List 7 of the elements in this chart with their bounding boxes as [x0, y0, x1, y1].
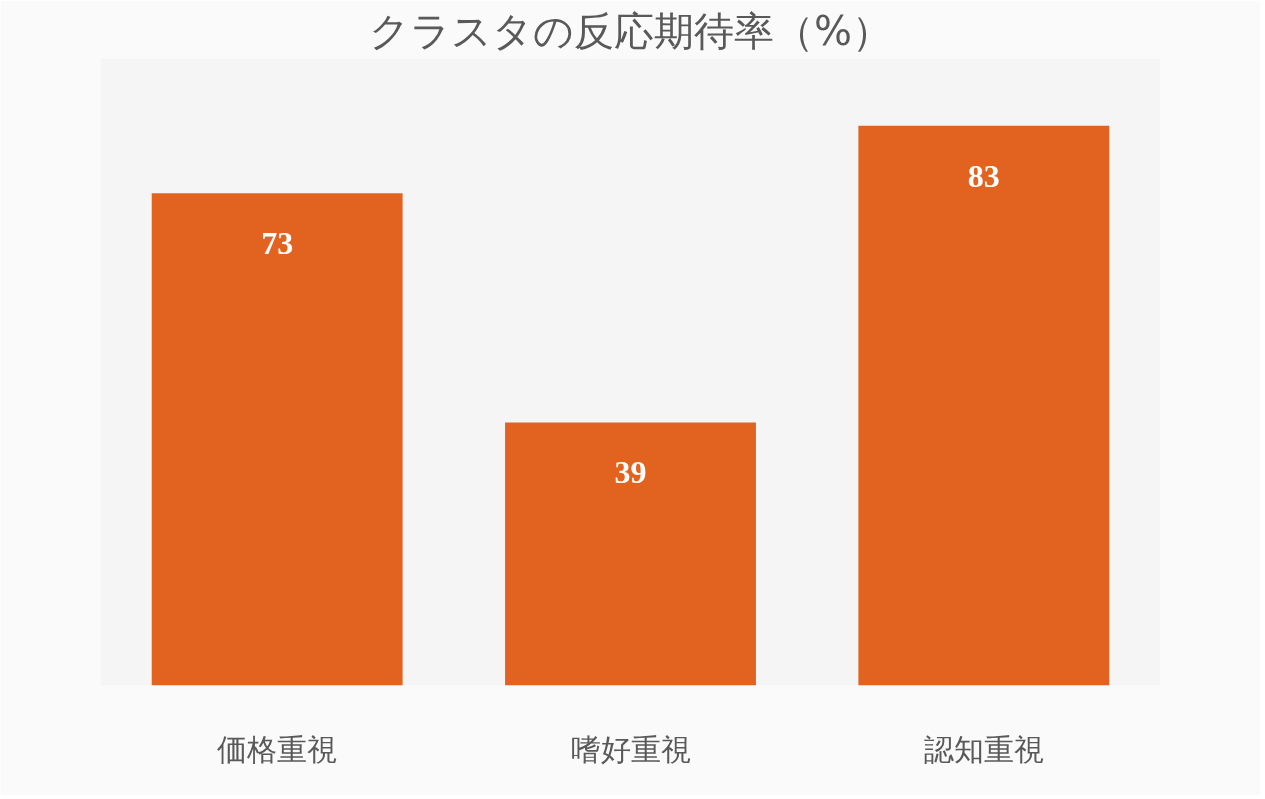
x-tick-label: 認知重視: [923, 731, 1044, 767]
chart-title: クラスタの反応期待率（%）: [369, 7, 893, 54]
x-tick-label: 価格重視: [217, 731, 338, 767]
data-label: 73: [261, 225, 294, 262]
data-label: 39: [614, 454, 647, 491]
x-tick-label: 嗜好重視: [570, 731, 691, 767]
data-label: 83: [967, 157, 1000, 194]
